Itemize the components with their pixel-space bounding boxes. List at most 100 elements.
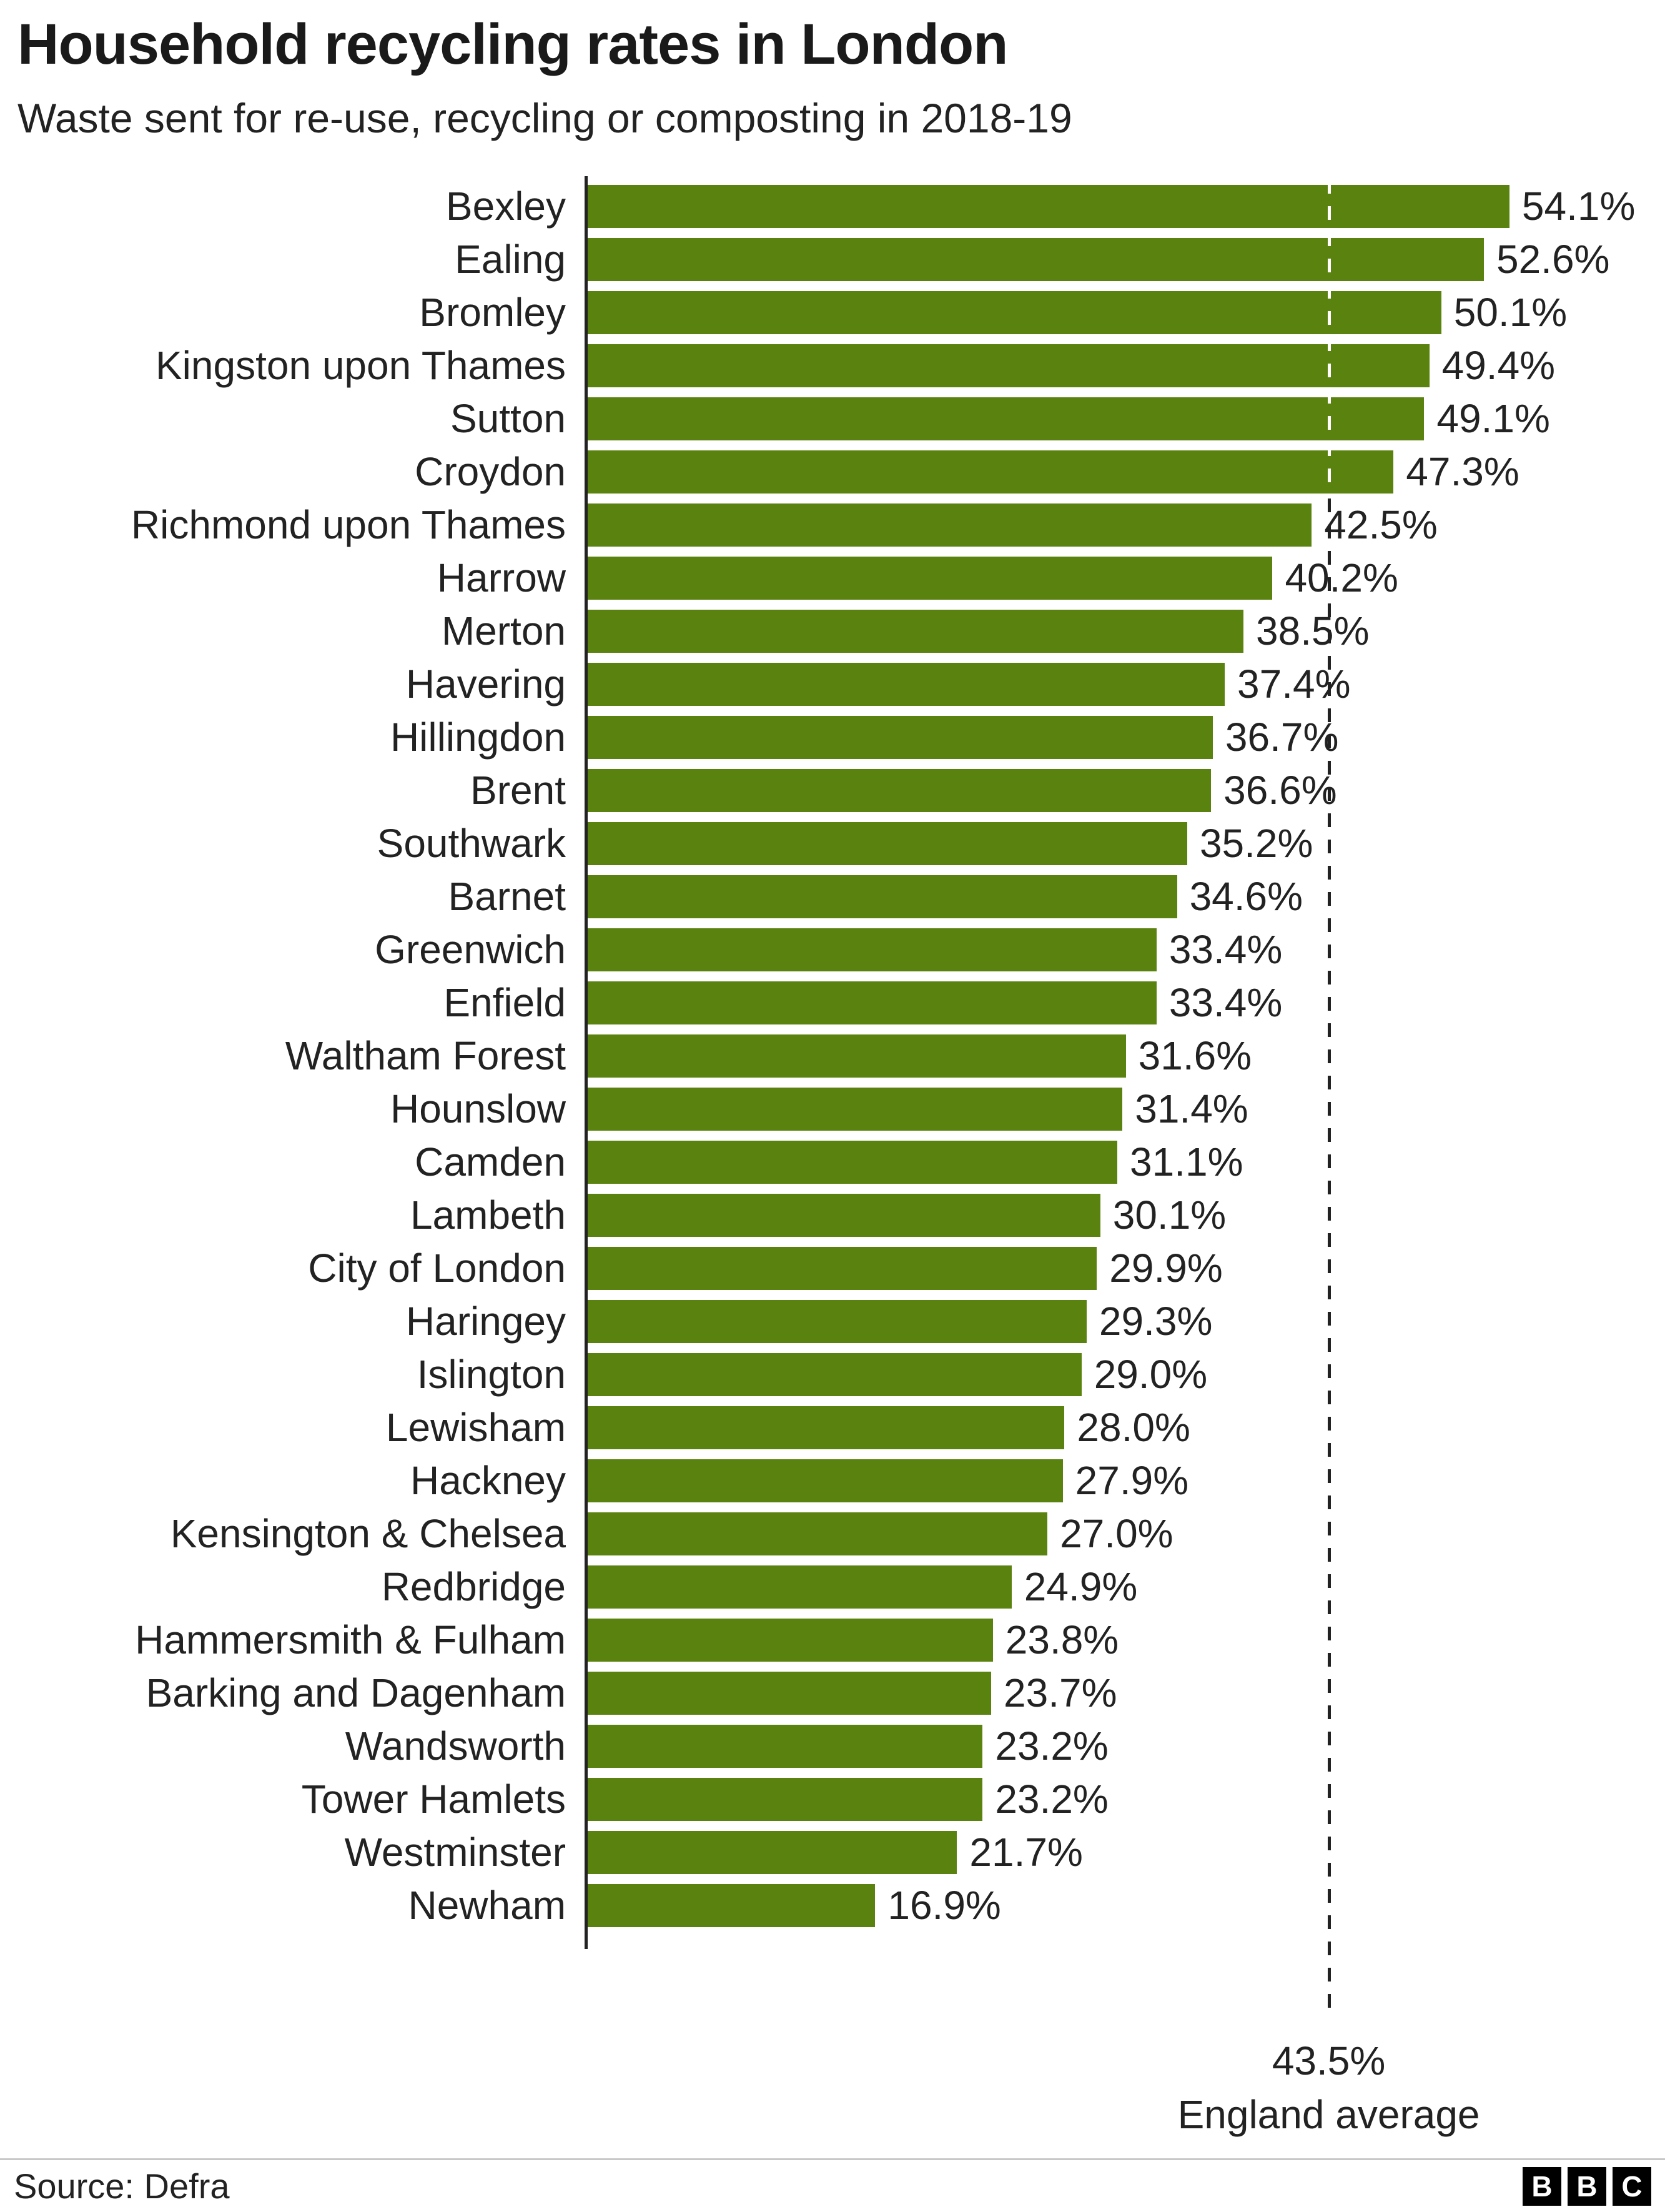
value-label: 21.7% (969, 1830, 1083, 1875)
category-label: Brent (470, 768, 566, 813)
bar (587, 1352, 1082, 1396)
category-label: Hillingdon (390, 715, 566, 760)
bar-row: Islington 29.0% (0, 1348, 1665, 1401)
bar (587, 450, 1394, 493)
bar-track: 23.2% (587, 1773, 1665, 1826)
value-label: 36.7% (1225, 715, 1339, 760)
bar-row: Westminster 21.7% (0, 1826, 1665, 1879)
category-label: Waltham Forest (285, 1033, 566, 1079)
category-label: Hounslow (390, 1086, 566, 1132)
category-label: Hackney (410, 1458, 566, 1504)
england-average-value: 43.5% (1272, 2038, 1386, 2083)
bbc-logo-letter: C (1613, 2166, 1651, 2206)
chart-header: Household recycling rates in London Wast… (0, 0, 1665, 141)
bar-row: Redbridge 24.9% (0, 1560, 1665, 1614)
category-label: Haringey (405, 1299, 566, 1344)
category-label: Hammersmith & Fulham (135, 1617, 566, 1663)
bar-chart: Bexley 54.1% Ealing 52.6% Bromley 50.1% Kingst… (0, 176, 1665, 2137)
category-label: Redbridge (381, 1564, 566, 1610)
bar-track: 29.0% (587, 1348, 1665, 1401)
bar (587, 184, 1509, 228)
value-label: 24.9% (1024, 1564, 1138, 1610)
bar (587, 1724, 983, 1768)
bar-rows: Bexley 54.1% Ealing 52.6% Bromley 50.1% Kingst… (0, 180, 1665, 1932)
category-label: Barnet (448, 874, 566, 920)
bar (587, 1777, 983, 1821)
bar (587, 397, 1425, 440)
value-label: 49.4% (1441, 343, 1556, 389)
category-label: Islington (417, 1352, 566, 1397)
category-label: Lewisham (385, 1405, 566, 1451)
y-axis-line (585, 176, 588, 1949)
category-label: Bexley (445, 184, 566, 229)
value-label: 42.5% (1324, 502, 1438, 548)
bar-track: 50.1% (587, 286, 1665, 339)
value-label: 31.4% (1135, 1086, 1248, 1132)
bar-row: Hammersmith & Fulham 23.8% (0, 1614, 1665, 1667)
category-label: Wandsworth (345, 1723, 566, 1769)
bar-track: 36.6% (587, 764, 1665, 817)
value-label: 31.1% (1130, 1139, 1243, 1185)
bar-row: Croydon 47.3% (0, 445, 1665, 498)
bar (587, 1883, 876, 1927)
bar (587, 290, 1441, 334)
bar (587, 1246, 1097, 1290)
bar-row: Merton 38.5% (0, 605, 1665, 658)
value-label: 47.3% (1406, 449, 1519, 495)
value-label: 34.6% (1189, 874, 1303, 920)
bar-track: 30.1% (587, 1189, 1665, 1242)
bar-row: Ealing 52.6% (0, 233, 1665, 286)
category-label: Havering (405, 662, 566, 707)
bar-track: 27.0% (587, 1507, 1665, 1560)
category-label: Westminster (344, 1830, 566, 1875)
category-label: Richmond upon Thames (131, 502, 566, 548)
value-label: 23.2% (995, 1777, 1109, 1822)
value-label: 40.2% (1285, 555, 1398, 601)
value-label: 35.2% (1199, 821, 1313, 866)
category-label: Camden (415, 1139, 566, 1185)
bar (587, 715, 1213, 759)
bar (587, 1512, 1048, 1555)
bar-track: 29.9% (587, 1242, 1665, 1295)
bar (587, 1193, 1100, 1237)
category-label: Sutton (450, 396, 566, 442)
value-label: 29.0% (1094, 1352, 1208, 1397)
category-label: Enfield (443, 980, 566, 1026)
bar-row: Kingston upon Thames 49.4% (0, 339, 1665, 392)
bar (587, 1087, 1123, 1131)
value-label: 29.9% (1109, 1246, 1223, 1291)
bar-track: 40.2% (587, 552, 1665, 605)
category-label: Greenwich (375, 927, 566, 973)
bar-track: 33.4% (587, 923, 1665, 976)
bbc-logo-letter: B (1568, 2166, 1606, 2206)
value-label: 33.4% (1168, 927, 1283, 973)
bar (587, 1459, 1063, 1502)
bar-track: 49.1% (587, 392, 1665, 445)
category-label: Merton (441, 608, 566, 654)
bar-track: 36.7% (587, 711, 1665, 764)
category-label: Newham (408, 1883, 566, 1928)
category-label: Kensington & Chelsea (170, 1511, 566, 1557)
bar (587, 875, 1177, 918)
bar (587, 662, 1225, 706)
value-label: 49.1% (1436, 396, 1550, 442)
value-label: 31.6% (1138, 1033, 1252, 1079)
category-label: Bromley (419, 290, 566, 335)
bar-track: 16.9% (587, 1879, 1665, 1932)
bar-row: Enfield 33.4% (0, 976, 1665, 1029)
bar (587, 1406, 1065, 1449)
value-label: 37.4% (1237, 662, 1351, 707)
category-label: Southwark (377, 821, 566, 866)
england-average-reference-line-over-bars (1327, 179, 1331, 498)
bar-track: 52.6% (587, 233, 1665, 286)
value-label: 27.0% (1060, 1511, 1173, 1557)
bar-row: Bromley 50.1% (0, 286, 1665, 339)
category-label: Lambeth (410, 1193, 566, 1238)
bar-row: Waltham Forest 31.6% (0, 1029, 1665, 1083)
bar (587, 1565, 1012, 1609)
value-label: 23.2% (995, 1723, 1109, 1769)
bar (587, 928, 1157, 971)
